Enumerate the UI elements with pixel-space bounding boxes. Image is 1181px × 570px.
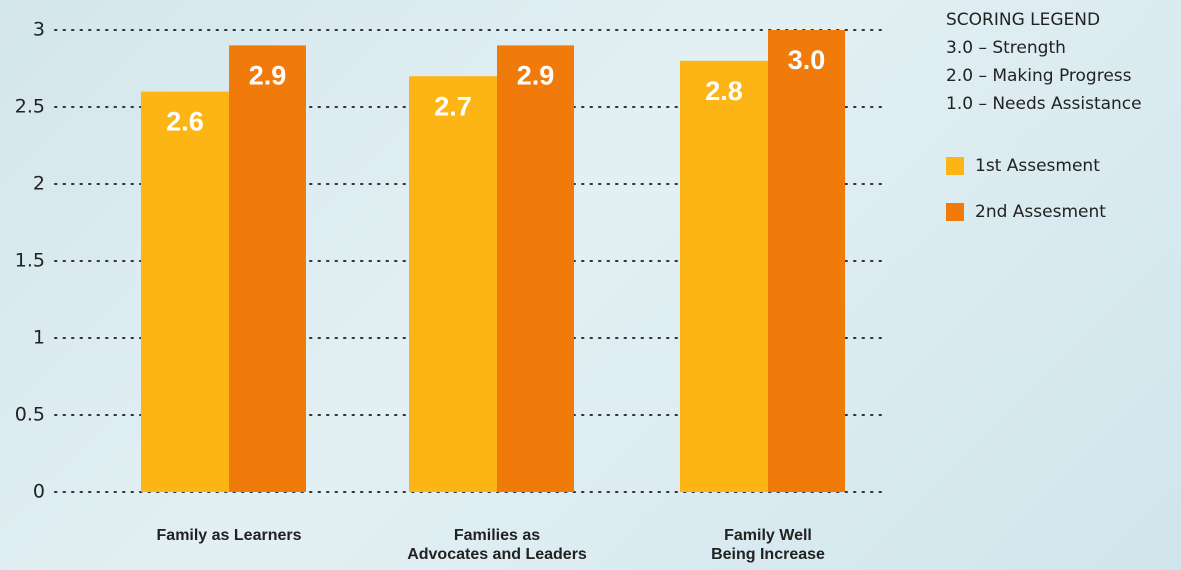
x-tick-label: Family as Learners — [157, 527, 302, 544]
bar — [680, 60, 768, 493]
legend-label: 2nd Assesment — [975, 202, 1106, 222]
data-label: 3.0 — [788, 45, 826, 75]
legend-swatch — [946, 157, 964, 175]
scoring-legend-item: 1.0 – Needs Assistance — [946, 94, 1142, 114]
scoring-legend-title: SCORING LEGEND — [946, 10, 1100, 30]
data-label: 2.9 — [249, 61, 287, 91]
data-label: 2.9 — [517, 61, 555, 91]
y-tick-label: 2.5 — [15, 96, 45, 118]
bar — [497, 45, 574, 493]
x-tick-label: Family Well Being Increase — [711, 527, 825, 563]
y-tick-label: 3 — [33, 19, 45, 41]
data-label: 2.8 — [705, 76, 743, 106]
x-tick-label: Families as Advocates and Leaders — [407, 527, 587, 563]
y-tick-label: 1 — [33, 327, 45, 349]
data-label: 2.6 — [166, 107, 204, 137]
y-tick-label: 1.5 — [15, 250, 45, 272]
scoring-legend-item: 3.0 – Strength — [946, 38, 1066, 58]
bar — [229, 45, 306, 493]
data-label: 2.7 — [434, 91, 472, 121]
scoring-legend-item: 2.0 – Making Progress — [946, 66, 1132, 86]
y-tick-label: 2 — [33, 173, 45, 195]
bar — [141, 91, 229, 492]
legend-swatch — [946, 203, 964, 221]
bar — [768, 30, 845, 492]
y-tick-label: 0 — [33, 481, 45, 503]
y-tick-label: 0.5 — [15, 404, 45, 426]
bar — [409, 76, 497, 492]
legend-label: 1st Assesment — [975, 156, 1100, 176]
